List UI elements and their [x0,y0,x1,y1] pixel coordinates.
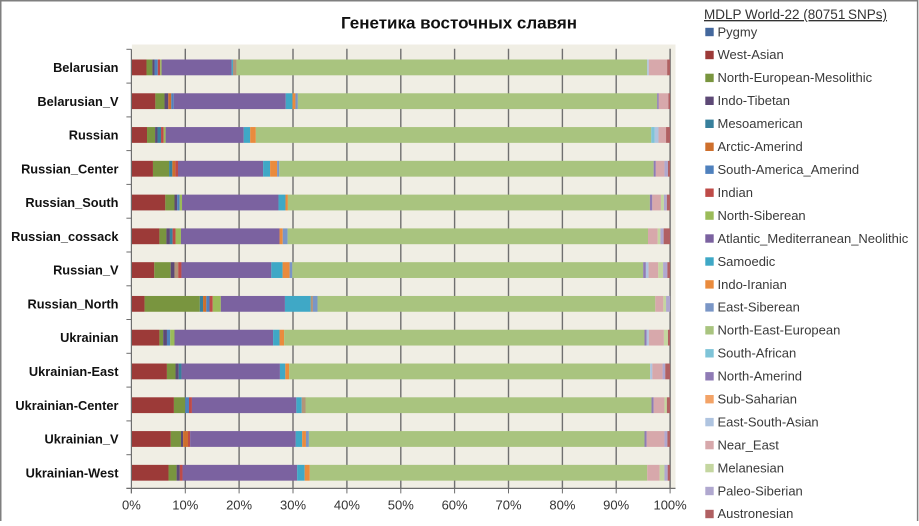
svg-text:North-Amerind: North-Amerind [718,369,803,384]
svg-text:60%: 60% [442,498,468,513]
svg-text:Samoedic: Samoedic [718,254,776,269]
svg-text:Генетика восточных славян: Генетика восточных славян [341,14,577,33]
svg-text:Austronesian: Austronesian [718,506,794,521]
svg-text:Belarusian_V: Belarusian_V [37,94,119,109]
svg-text:Paleo-Siberian: Paleo-Siberian [718,483,803,498]
svg-text:100%: 100% [653,498,687,513]
svg-text:East-Siberean: East-Siberean [718,300,800,315]
svg-text:Arctic-Amerind: Arctic-Amerind [718,139,803,154]
svg-text:Indian: Indian [718,185,753,200]
svg-text:Indo-Iranian: Indo-Iranian [718,277,787,292]
svg-text:Ukrainian-Center: Ukrainian-Center [15,398,118,413]
svg-text:East-South-Asian: East-South-Asian [718,414,819,429]
svg-text:Russian_cossack: Russian_cossack [11,229,119,244]
svg-text:80%: 80% [549,498,575,513]
svg-text:Indo-Tibetan: Indo-Tibetan [718,93,791,108]
svg-text:50%: 50% [388,498,414,513]
svg-text:North-European-Mesolithic: North-European-Mesolithic [718,70,873,85]
svg-text:West-Asian: West-Asian [718,47,784,62]
svg-text:Belarusian: Belarusian [53,60,119,75]
svg-text:30%: 30% [280,498,306,513]
svg-text:Pygmy: Pygmy [718,24,758,39]
svg-text:40%: 40% [334,498,360,513]
svg-text:Russian_South: Russian_South [25,195,118,210]
svg-text:Atlantic_Mediterranean_Neolith: Atlantic_Mediterranean_Neolithic [718,231,909,246]
svg-text:Russian_Center: Russian_Center [21,161,118,176]
svg-text:MDLP World-22 (80751 SNPs): MDLP World-22 (80751 SNPs) [704,7,887,22]
svg-text:North-Siberean: North-Siberean [718,208,806,223]
svg-text:0%: 0% [122,498,141,513]
svg-text:South-African: South-African [718,346,797,361]
svg-text:Mesoamerican: Mesoamerican [718,116,803,131]
svg-text:South-America_Amerind: South-America_Amerind [718,162,860,177]
svg-text:10%: 10% [172,498,198,513]
svg-text:North-East-European: North-East-European [718,323,841,338]
svg-text:Ukrainian-East: Ukrainian-East [29,364,119,379]
svg-text:90%: 90% [603,498,629,513]
svg-text:Near_East: Near_East [718,437,780,452]
svg-text:Ukrainian: Ukrainian [60,330,119,345]
svg-text:Melanesian: Melanesian [718,460,785,475]
svg-text:Russian_V: Russian_V [53,263,119,278]
svg-text:Ukrainian-West: Ukrainian-West [26,465,120,480]
svg-text:Russian: Russian [69,128,119,143]
svg-text:Sub-Saharian: Sub-Saharian [718,392,798,407]
svg-text:Ukrainian_V: Ukrainian_V [45,432,119,447]
svg-text:Russian_North: Russian_North [27,297,118,312]
svg-text:20%: 20% [226,498,252,513]
svg-text:70%: 70% [495,498,521,513]
